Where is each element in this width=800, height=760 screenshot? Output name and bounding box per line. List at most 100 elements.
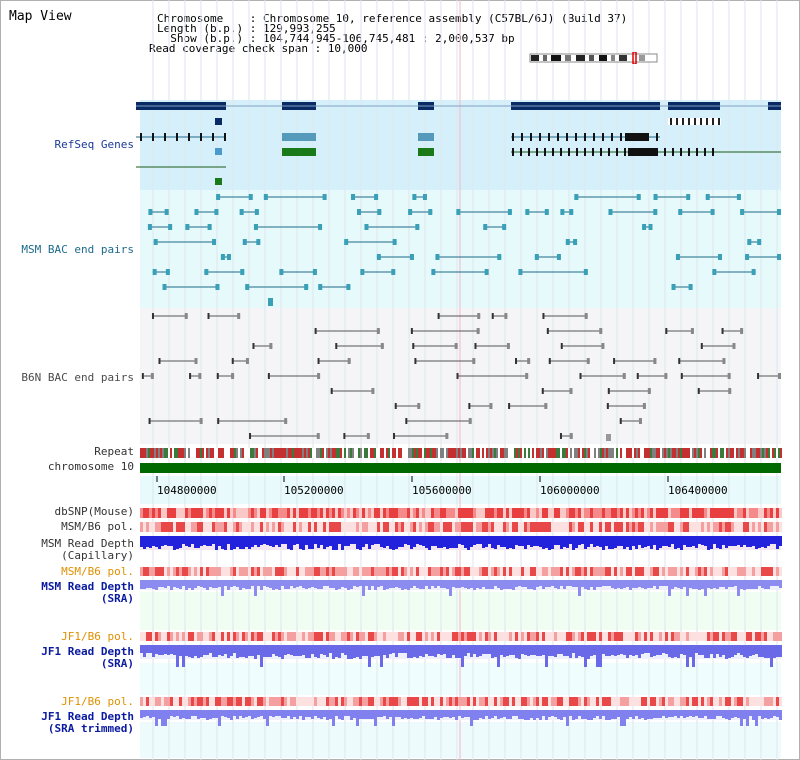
polymorphism-cell: [233, 508, 236, 518]
polymorphism-cell: [485, 697, 488, 706]
repeat-segment: [710, 448, 712, 458]
polymorphism-cell: [662, 522, 665, 532]
read-depth-bar: [608, 710, 611, 720]
polymorphism-cell: [590, 522, 593, 532]
polymorphism-cell: [755, 508, 758, 518]
polymorphism-cell: [548, 697, 551, 706]
polymorphism-cell: [251, 697, 254, 706]
b6n-bac-end: [468, 418, 472, 424]
polymorphism-cell: [740, 508, 743, 518]
polymorphism-cell: [314, 567, 317, 576]
read-depth-bar: [776, 645, 779, 657]
polymorphism-cell: [770, 508, 773, 518]
msm-bac-end: [207, 224, 212, 230]
read-depth-bar: [458, 536, 461, 544]
repeat-segment: [324, 448, 326, 458]
repeat-segment: [510, 448, 512, 458]
polymorphism-cell: [635, 567, 638, 576]
polymorphism-cell: [359, 522, 362, 532]
refseq-exon: [600, 148, 602, 156]
read-depth-bar: [476, 710, 479, 720]
polymorphism-cell: [311, 567, 314, 576]
read-depth-bar: [548, 710, 551, 717]
read-depth-bar: [707, 645, 710, 658]
repeat-segment: [464, 448, 466, 458]
polymorphism-cell: [677, 697, 680, 706]
repeat-segment: [638, 448, 640, 458]
polymorphism-cell: [440, 508, 443, 518]
read-depth-bar: [290, 536, 293, 550]
polymorphism-cell: [563, 632, 566, 641]
polymorphism-cell: [473, 508, 476, 518]
b6n-bac-end: [151, 313, 154, 319]
polymorphism-cell: [329, 522, 332, 532]
msm-bac-end: [165, 269, 170, 275]
polymorphism-cell: [209, 567, 212, 576]
repeat-segment: [516, 448, 518, 458]
polymorphism-cell: [332, 567, 335, 576]
read-depth-bar: [347, 536, 350, 546]
read-depth-bar: [446, 580, 449, 589]
refseq-exon: [593, 133, 595, 141]
polymorphism-cell: [473, 632, 476, 641]
read-depth-bar: [758, 580, 761, 586]
refseq-exon: [664, 148, 666, 156]
polymorphism-cell: [662, 567, 665, 576]
polymorphism-cell: [359, 697, 362, 706]
polymorphism-cell: [701, 508, 704, 518]
read-depth-bar: [446, 645, 449, 658]
read-depth-bar: [668, 580, 671, 596]
read-depth-bar: [743, 645, 746, 657]
polymorphism-cell: [506, 697, 509, 706]
read-depth-bar: [776, 536, 779, 549]
polymorphism-cell: [731, 697, 734, 706]
read-depth-bar: [461, 645, 464, 667]
polymorphism-cell: [440, 632, 443, 641]
msm-bac-end: [263, 194, 268, 200]
polymorphism-cell: [428, 632, 431, 641]
b6n-bac-end: [619, 418, 622, 424]
polymorphism-cell: [497, 697, 500, 706]
read-depth-bar: [329, 710, 332, 719]
read-depth-bar: [419, 536, 422, 545]
chromosome-ideogram[interactable]: [529, 52, 659, 64]
read-depth-bar: [218, 536, 221, 546]
repeat-segment: [654, 448, 656, 458]
polymorphism-cell: [329, 508, 332, 518]
read-depth-bar: [668, 536, 671, 547]
repeat-segment: [220, 448, 222, 458]
read-depth-bar: [587, 645, 590, 659]
polymorphism-cell: [320, 508, 323, 518]
repeat-segment: [272, 448, 274, 458]
read-depth-bar: [293, 536, 296, 545]
polymorphism-cell: [308, 632, 311, 641]
polymorphism-cell: [719, 508, 722, 518]
polymorphism-cell: [368, 697, 371, 706]
read-depth-bar: [485, 580, 488, 589]
polymorphism-cell: [650, 508, 653, 518]
read-depth-bar: [371, 645, 374, 657]
msm-bac-end: [153, 239, 158, 245]
polymorphism-cell: [638, 632, 641, 641]
read-depth-bar: [149, 710, 152, 718]
polymorphism-cell: [767, 567, 770, 576]
polymorphism-cell: [647, 522, 650, 532]
refseq-exon: [712, 118, 714, 125]
repeat-segment: [290, 448, 292, 458]
read-depth-bar: [239, 645, 242, 657]
polymorphism-cell: [587, 697, 590, 706]
read-depth-bar: [482, 645, 485, 654]
read-depth-bar: [653, 710, 656, 718]
repeat-segment: [186, 448, 188, 458]
polymorphism-cell: [656, 567, 659, 576]
polymorphism-cell: [266, 522, 269, 532]
read-depth-bar: [461, 710, 464, 718]
read-depth-bar: [647, 580, 650, 588]
polymorphism-cell: [641, 632, 644, 641]
read-depth-bar: [764, 645, 767, 658]
read-depth-bar: [614, 645, 617, 656]
polymorphism-cell: [140, 697, 143, 706]
repeat-segment: [528, 448, 530, 458]
polymorphism-cell: [275, 522, 278, 532]
